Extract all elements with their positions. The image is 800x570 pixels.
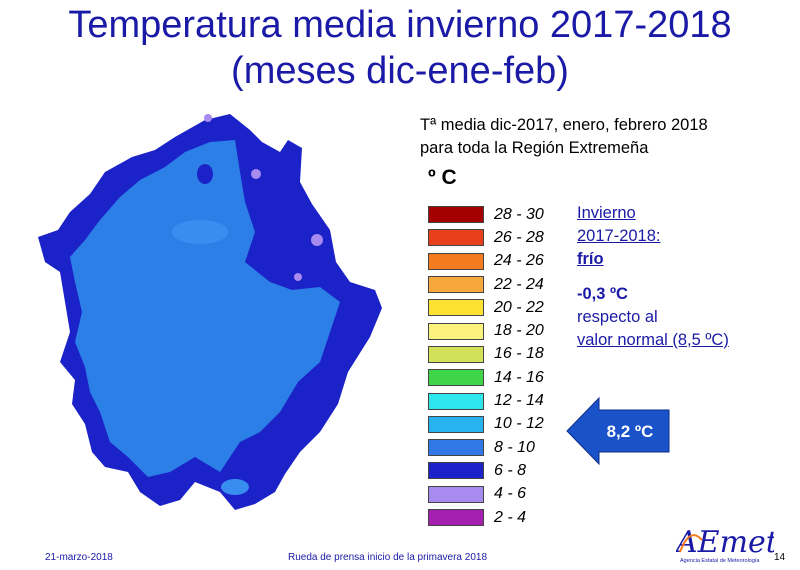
title-line-1: Temperatura media invierno 2017-2018	[68, 4, 732, 46]
legend-swatch	[428, 229, 484, 247]
legend-range-label: 14 - 16	[494, 368, 544, 386]
legend-row: 6 - 8	[428, 459, 544, 482]
legend-row: 18 - 20	[428, 319, 544, 342]
region-patch	[172, 220, 228, 244]
legend-range-label: 8 - 10	[494, 438, 535, 456]
legend-range-label: 28 - 30	[494, 205, 544, 223]
legend-range-label: 2 - 4	[494, 508, 527, 526]
legend-range-label: 22 - 24	[494, 275, 544, 293]
coldest-spot	[251, 169, 261, 179]
legend-range-label: 20 - 22	[494, 298, 544, 316]
legend-row: 2 - 4	[428, 506, 544, 529]
legend-swatch	[428, 439, 484, 457]
extremadura-temperature-map	[38, 114, 382, 510]
legend-range-label: 26 - 28	[494, 228, 544, 246]
legend-swatch	[428, 322, 484, 340]
caption-line-1: Tª media dic-2017, enero, febrero 2018	[420, 116, 708, 134]
aemet-logo: AEmet	[676, 525, 774, 558]
value-arrow	[566, 396, 670, 466]
coldest-spot	[311, 234, 323, 246]
legend-row: 4 - 6	[428, 483, 544, 506]
legend-range-label: 10 - 12	[494, 415, 544, 433]
legend-swatch	[428, 485, 484, 503]
note-line-5: respecto al	[577, 308, 658, 326]
coldest-spot	[204, 114, 212, 122]
legend-row: 16 - 18	[428, 343, 544, 366]
title-line-2: (meses dic-ene-feb)	[231, 50, 569, 92]
slide-title: Temperatura media invierno 2017-2018 (me…	[0, 2, 800, 94]
map-caption: Tª media dic-2017, enero, febrero 2018 p…	[420, 114, 790, 160]
footer-date: 21-marzo-2018	[45, 552, 113, 563]
note-line-1: Invierno	[577, 204, 636, 222]
legend-row: 8 - 10	[428, 436, 544, 459]
logo-subtitle: Agencia Estatal de Meteorología	[680, 558, 760, 564]
legend-swatch	[428, 252, 484, 270]
legend-swatch	[428, 369, 484, 387]
dark-spot	[197, 164, 213, 184]
legend-row: 26 - 28	[428, 226, 544, 249]
legend-swatch	[428, 462, 484, 480]
legend-range-label: 4 - 6	[494, 485, 527, 503]
legend-range-label: 16 - 18	[494, 345, 544, 363]
temperature-legend: 28 - 30 26 - 28 24 - 26 22 - 24 20 - 22 18 - …	[428, 203, 544, 529]
legend-range-label: 12 - 14	[494, 392, 544, 410]
legend-swatch	[428, 415, 484, 433]
logo-text: AEmet	[676, 525, 774, 558]
note-anomaly: -0,3 ºC	[577, 285, 628, 303]
note-line-2: 2017-2018:	[577, 227, 661, 245]
legend-swatch	[428, 345, 484, 363]
legend-row: 24 - 26	[428, 250, 544, 273]
logo-swoosh	[679, 534, 703, 553]
legend-row: 22 - 24	[428, 273, 544, 296]
legend-swatch	[428, 276, 484, 294]
legend-range-label: 18 - 20	[494, 322, 544, 340]
note-line-6: valor normal (8,5 ºC)	[577, 331, 729, 349]
legend-swatch	[428, 509, 484, 526]
legend-swatch	[428, 392, 484, 410]
legend-range-label: 6 - 8	[494, 461, 527, 479]
region-mild-zone	[70, 140, 340, 477]
note-line-3: frío	[577, 250, 604, 268]
legend-row: 10 - 12	[428, 413, 544, 436]
legend-range-label: 24 - 26	[494, 252, 544, 270]
legend-swatch	[428, 299, 484, 317]
footer-event: Rueda de prensa inicio de la primavera 2…	[288, 552, 488, 563]
caption-line-2: para toda la Región Extremeña	[420, 139, 649, 157]
legend-swatch	[428, 206, 484, 224]
legend-row: 28 - 30	[428, 203, 544, 226]
region-patch	[221, 479, 249, 495]
winter-note: Invierno 2017-2018: frío -0,3 ºC respect…	[577, 202, 729, 352]
legend-row: 20 - 22	[428, 296, 544, 319]
page-number: 14	[774, 552, 786, 563]
legend-row: 14 - 16	[428, 366, 544, 389]
legend-unit: º C	[428, 166, 457, 189]
legend-row: 12 - 14	[428, 389, 544, 412]
coldest-spot	[294, 273, 302, 281]
arrow-value-label: 8,2 ºC	[606, 422, 654, 441]
